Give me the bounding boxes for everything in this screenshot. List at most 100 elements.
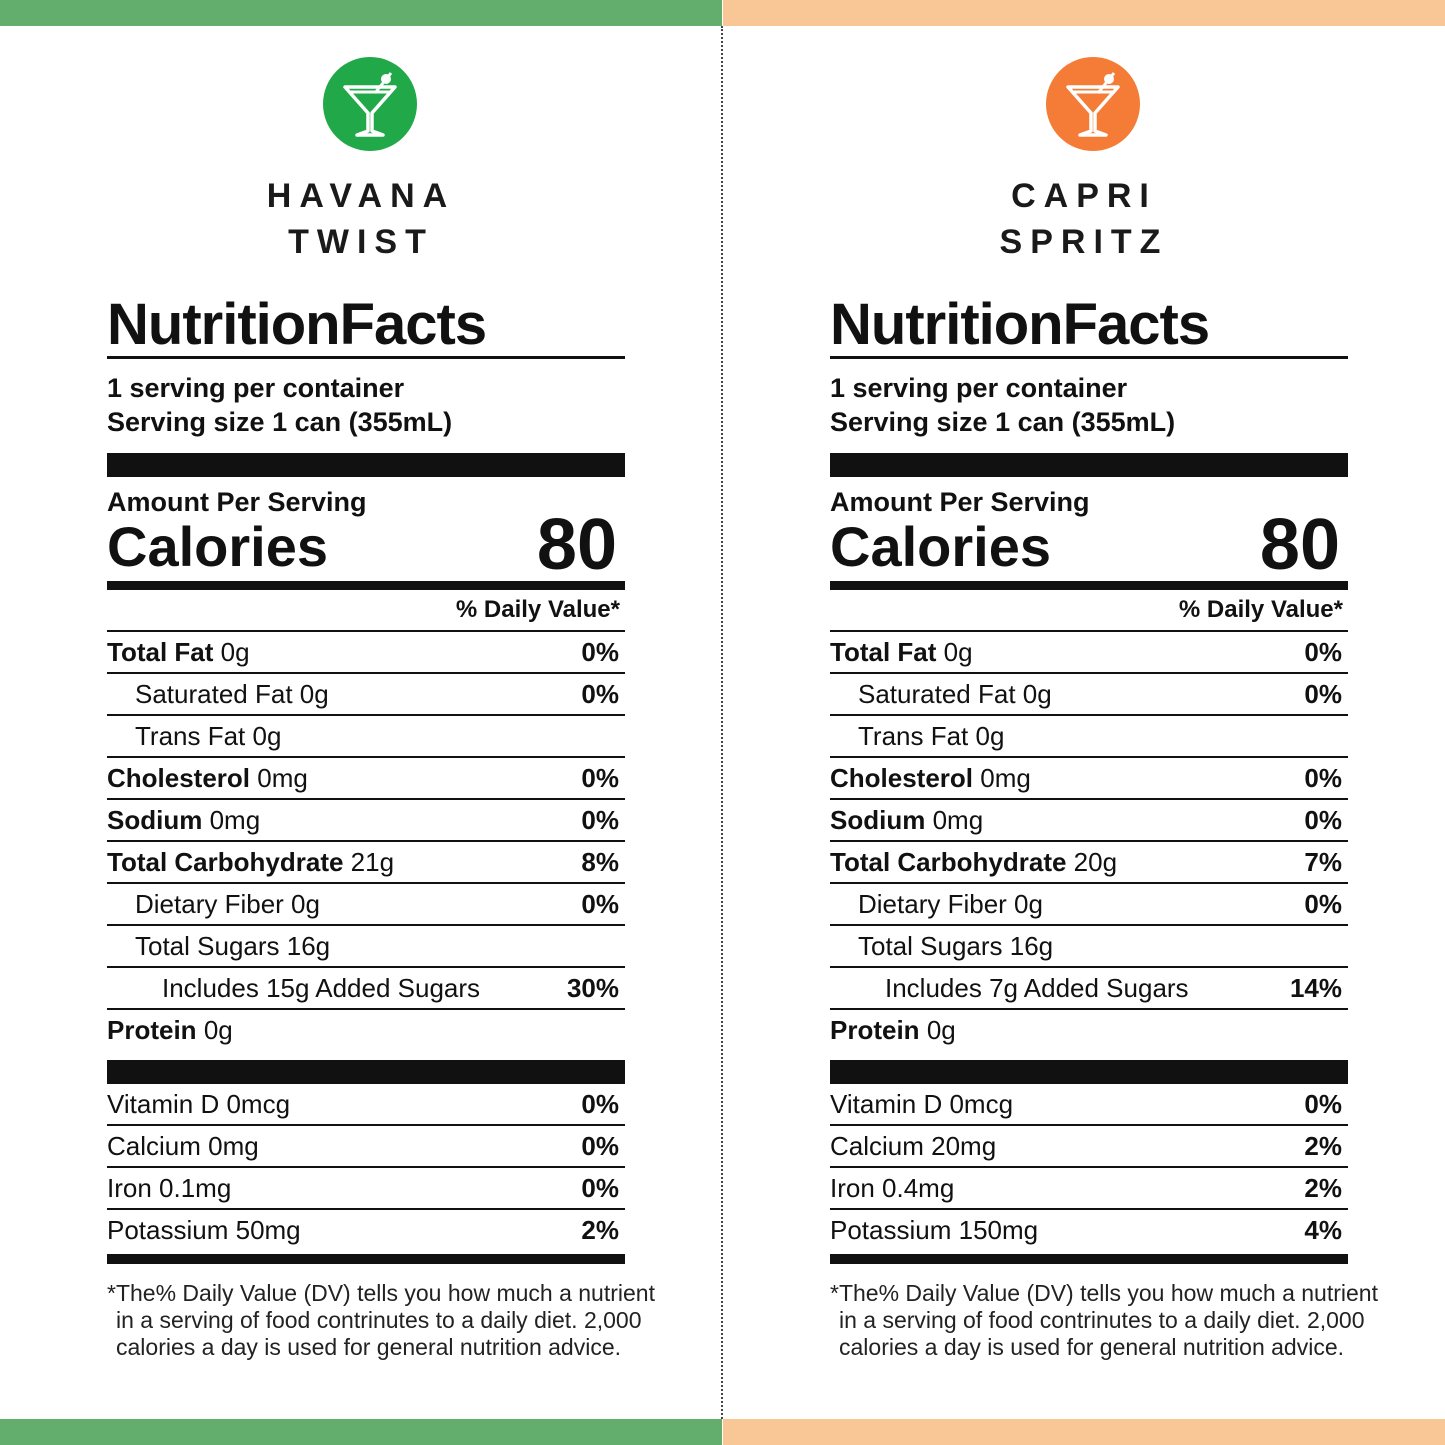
nutrient-row: Total Carbohydrate 21g 8% xyxy=(107,840,625,882)
vitamin-row: Vitamin D 0mcg 0% xyxy=(107,1084,625,1124)
nutrient-amount: 0mg xyxy=(257,763,308,793)
nutrition-facts-title: NutritionFacts xyxy=(830,292,1210,357)
nutrient-row: Saturated Fat 0g 0% xyxy=(830,672,1348,714)
nutrient-label: Total Carbohydrate xyxy=(830,847,1067,877)
vitamin-name: Iron 0.1mg xyxy=(107,1173,232,1203)
footnote-line: in a serving of food contrinutes to a da… xyxy=(116,1307,642,1333)
medium-rule xyxy=(830,581,1348,590)
nutrient-row: Protein 0g xyxy=(107,1008,625,1050)
vitamin-name: Iron 0.4mg xyxy=(830,1173,955,1203)
vitamin-name: Calcium 20mg xyxy=(830,1131,997,1161)
vitamin-daily-value: 2% xyxy=(581,1215,619,1245)
vitamin-name: Potassium 150mg xyxy=(830,1215,1039,1245)
nutrient-name: Total Sugars 16g xyxy=(858,931,1054,961)
nutrient-label: Cholesterol xyxy=(830,763,974,793)
thick-rule xyxy=(830,453,1348,477)
brand-name-line2: TWIST xyxy=(288,223,434,261)
amount-per-serving: Amount Per Serving xyxy=(830,487,1090,517)
medium-rule xyxy=(107,581,625,590)
vitamin-name: Calcium 0mg xyxy=(107,1131,259,1161)
servings-per-container: 1 serving per container xyxy=(107,373,405,403)
vitamin-row: Potassium 150mg 4% xyxy=(830,1208,1348,1250)
vitamin-daily-value: 0% xyxy=(581,1089,619,1119)
nutrient-label: Sodium xyxy=(830,805,926,835)
brand-name-line1: CAPRI xyxy=(1011,177,1157,215)
calories-value: 80 xyxy=(1259,505,1340,585)
nutrient-name: Saturated Fat 0g xyxy=(858,679,1052,709)
nutrient-name: Trans Fat 0g xyxy=(858,721,1005,751)
nutrient-row: Dietary Fiber 0g 0% xyxy=(107,882,625,924)
nutrient-label: Sodium xyxy=(107,805,203,835)
footnote: *The% Daily Value (DV) tells you how muc… xyxy=(830,1280,1378,1361)
nutrient-row: Includes 7g Added Sugars 14% xyxy=(830,966,1348,1008)
vitamin-daily-value: 0% xyxy=(581,1173,619,1203)
vitamin-daily-value: 4% xyxy=(1304,1215,1342,1245)
daily-value-header: % Daily Value* xyxy=(1178,596,1343,623)
servings-info: 1 serving per container Serving size 1 c… xyxy=(830,371,1348,439)
nutrient-name: Trans Fat 0g xyxy=(135,721,282,751)
vitamin-row: Potassium 50mg 2% xyxy=(107,1208,625,1250)
nutrition-facts-title: NutritionFacts xyxy=(107,292,487,357)
nutrient-daily-value: 0% xyxy=(1304,763,1342,793)
footnote-line: *The% Daily Value (DV) tells you how muc… xyxy=(830,1280,1378,1306)
vitamin-row: Calcium 0mg 0% xyxy=(107,1124,625,1166)
nutrient-list: Total Fat 0g 0% Saturated Fat 0g 0% Trans Fa… xyxy=(107,630,625,1050)
nutrient-name: Cholesterol 0mg xyxy=(830,758,1031,798)
nutrient-row: Cholesterol 0mg 0% xyxy=(107,756,625,798)
vitamin-name: Vitamin D 0mcg xyxy=(107,1089,291,1119)
vitamin-row: Iron 0.4mg 2% xyxy=(830,1166,1348,1208)
nutrient-amount: 0g xyxy=(926,1015,956,1045)
panel-havana-twist: HAVANA TWIST NutritionFacts 1 serving pe… xyxy=(0,0,722,1445)
calories-row: Calories 80 xyxy=(830,509,1348,581)
footnote: *The% Daily Value (DV) tells you how muc… xyxy=(107,1280,655,1361)
servings-per-container: 1 serving per container xyxy=(830,373,1128,403)
nutrient-name: Total Fat 0g xyxy=(830,632,973,672)
nutrient-label: Total Fat xyxy=(830,637,937,667)
nutrient-row: Sodium 0mg 0% xyxy=(830,798,1348,840)
nutrient-amount: 20g xyxy=(1073,847,1118,877)
nutrient-row: Trans Fat 0g xyxy=(830,714,1348,756)
brand-name-line2: SPRITZ xyxy=(999,223,1169,261)
nutrient-name: Sodium 0mg xyxy=(107,800,260,840)
thick-rule-vitamins xyxy=(107,1060,625,1084)
nutrient-daily-value: 0% xyxy=(1304,637,1342,667)
martini-glass-icon xyxy=(1066,72,1120,137)
vitamin-daily-value: 0% xyxy=(581,1131,619,1161)
vitamin-list: Vitamin D 0mcg 0% Calcium 20mg 2% Iron 0.4mg… xyxy=(830,1084,1348,1250)
top-accent-bar-left xyxy=(0,0,722,26)
bottom-rule xyxy=(830,1254,1348,1264)
bottom-accent-bar-right xyxy=(723,1419,1445,1445)
nutrient-amount: 0mg xyxy=(932,805,984,835)
nutrient-name: Dietary Fiber 0g xyxy=(135,889,320,919)
nutrient-row: Cholesterol 0mg 0% xyxy=(830,756,1348,798)
nutrient-name: Protein 0g xyxy=(830,1010,956,1050)
vitamin-daily-value: 0% xyxy=(1304,1089,1342,1119)
nutrient-amount: 0mg xyxy=(209,805,261,835)
nutrient-amount: 0g xyxy=(220,637,250,667)
nutrient-row: Total Carbohydrate 20g 7% xyxy=(830,840,1348,882)
thick-rule-vitamins xyxy=(830,1060,1348,1084)
nutrient-name: Protein 0g xyxy=(107,1010,233,1050)
nutrient-row: Total Fat 0g 0% xyxy=(830,630,1348,672)
nutrient-daily-value: 0% xyxy=(1304,889,1342,919)
nutrient-label: Cholesterol xyxy=(107,763,251,793)
nutrient-row: Total Fat 0g 0% xyxy=(107,630,625,672)
footnote-line: calories a day is used for general nutri… xyxy=(116,1334,622,1360)
brand-logo xyxy=(1046,57,1140,151)
nutrient-name: Includes 15g Added Sugars xyxy=(162,973,481,1003)
vitamin-row: Iron 0.1mg 0% xyxy=(107,1166,625,1208)
nutrient-name: Cholesterol 0mg xyxy=(107,758,308,798)
serving-size: Serving size 1 can (355mL) xyxy=(830,407,1176,437)
nutrient-name: Sodium 0mg xyxy=(830,800,983,840)
nutrient-list: Total Fat 0g 0% Saturated Fat 0g 0% Trans Fa… xyxy=(830,630,1348,1050)
nutrition-label: NutritionFacts 1 serving per container S… xyxy=(107,292,655,1361)
nutrient-daily-value: 0% xyxy=(1304,805,1342,835)
bottom-rule xyxy=(107,1254,625,1264)
panel-capri-spritz: CAPRI SPRITZ NutritionFacts 1 serving pe… xyxy=(723,0,1445,1445)
nutrient-row: Sodium 0mg 0% xyxy=(107,798,625,840)
nutrient-row: Protein 0g xyxy=(830,1008,1348,1050)
vitamin-daily-value: 2% xyxy=(1304,1131,1342,1161)
nutrient-label: Total Fat xyxy=(107,637,214,667)
vitamin-daily-value: 2% xyxy=(1304,1173,1342,1203)
nutrient-row: Includes 15g Added Sugars 30% xyxy=(107,966,625,1008)
